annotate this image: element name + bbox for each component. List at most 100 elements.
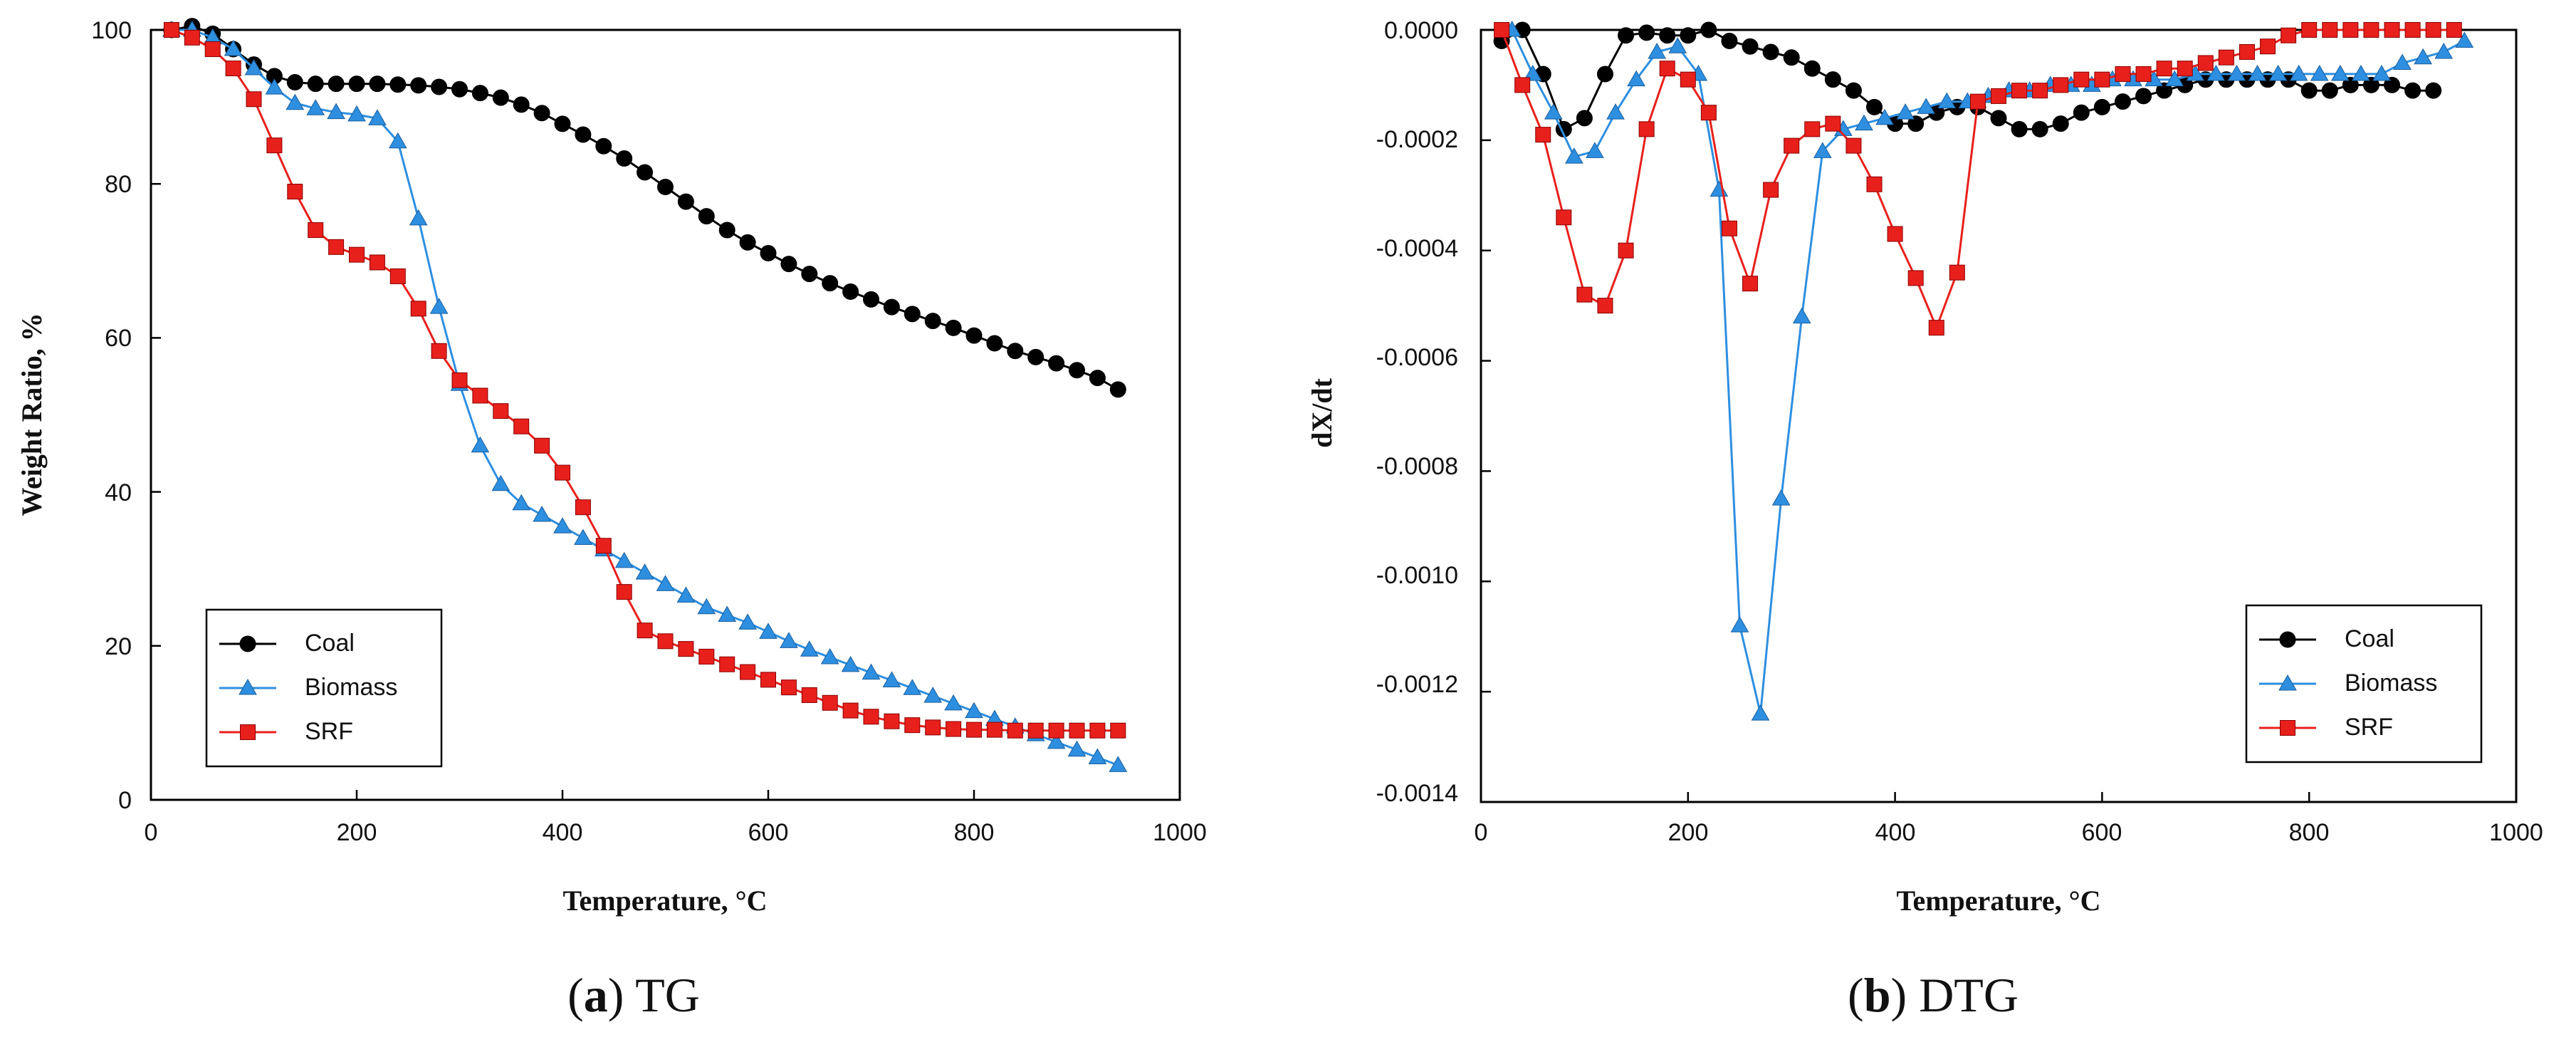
tg-point-biomass — [759, 622, 777, 639]
tg-point-coal — [1069, 362, 1085, 379]
tg-point-biomass — [388, 132, 407, 149]
tg-caption-text: TG — [635, 968, 700, 1022]
tg-point-srf — [760, 672, 776, 688]
tg-point-biomass — [286, 93, 305, 110]
tg-point-biomass — [820, 648, 839, 665]
tg-point-biomass — [903, 679, 922, 695]
tg-point-srf — [555, 464, 570, 481]
dtg-point-biomass — [1813, 142, 1832, 158]
dtg-point-biomass — [2352, 64, 2370, 81]
tg-y-tick-label: 80 — [105, 171, 132, 198]
tg-x-tick-label: 0 — [145, 819, 158, 846]
dtg-legend-markers — [2259, 631, 2316, 736]
dtg-point-srf — [2260, 38, 2276, 55]
dtg-point-biomass — [1668, 37, 1687, 53]
tg-point-srf — [389, 268, 406, 284]
dtg-y-tick-label: -0.0008 — [1376, 453, 1458, 480]
tg-point-coal — [471, 85, 488, 102]
tg-point-srf — [410, 301, 426, 317]
tg-point-srf — [513, 418, 530, 434]
tg-point-srf — [966, 721, 982, 738]
dtg-caption: (b) DTG — [1848, 968, 2019, 1022]
dtg-point-coal — [2425, 82, 2442, 99]
dtg-caption-text: DTG — [1919, 968, 2019, 1022]
tg-x-tick-label: 800 — [954, 819, 995, 846]
tg-x-tick-label: 1000 — [1153, 819, 1207, 846]
tg-point-biomass — [780, 632, 798, 648]
dtg-point-biomass — [2289, 64, 2308, 81]
dtg-x-axis: 0 200 400 600 800 1000 — [1475, 819, 2543, 846]
dtg-point-srf — [2239, 43, 2255, 60]
dtg-point-coal — [2073, 104, 2090, 121]
tg-point-srf — [740, 664, 756, 680]
tg-point-srf — [616, 584, 632, 600]
tg-y-axis-title: Weight Ratio, % — [16, 313, 48, 516]
tg-point-biomass — [306, 99, 325, 115]
tg-point-coal — [575, 126, 592, 143]
dtg-point-coal — [2156, 82, 2173, 99]
tg-point-coal — [780, 256, 797, 273]
tg-point-biomass — [1047, 732, 1066, 749]
dtg-point-biomass — [2455, 31, 2474, 48]
dtg-x-axis-title: Temperature, °C — [1896, 885, 2100, 917]
dtg-point-coal — [2404, 82, 2421, 99]
dtg-point-biomass — [1523, 64, 1542, 81]
dtg-point-biomass — [2165, 70, 2184, 87]
dtg-tick-marks — [1480, 28, 2518, 803]
tg-point-biomass — [1067, 740, 1087, 757]
dtg-point-srf — [2053, 77, 2069, 93]
dtg-point-biomass — [1771, 489, 1791, 506]
tg-legend-markers — [219, 635, 276, 740]
tg-y-tick-label: 20 — [105, 633, 132, 660]
dtg-legend: Coal Biomass SRF — [2245, 604, 2483, 764]
dtg-point-srf — [1866, 176, 1883, 192]
dtg-point-coal — [1803, 60, 1821, 77]
tg-point-srf — [863, 709, 879, 725]
tg-legend-label-srf: SRF — [305, 718, 353, 745]
tg-point-coal — [554, 115, 571, 132]
tg-point-srf — [451, 372, 468, 388]
tg-point-srf — [369, 254, 385, 271]
dtg-point-coal — [2052, 115, 2069, 132]
dtg-point-biomass — [1751, 704, 1770, 721]
dtg-point-coal — [1576, 110, 1593, 127]
dtg-point-coal — [1762, 43, 1779, 61]
tg-point-biomass — [800, 640, 819, 657]
tg-legend-marker-coal — [239, 635, 256, 652]
tg-point-coal — [842, 283, 859, 301]
dtg-point-srf — [1638, 121, 1655, 137]
tg-y-tick-label: 60 — [105, 325, 132, 352]
tg-y-tick-label: 40 — [105, 479, 132, 506]
tg-point-coal — [1089, 370, 1106, 387]
tg-point-biomass — [265, 78, 284, 95]
dtg-point-biomass — [1544, 103, 1563, 120]
dtg-point-srf — [1556, 209, 1572, 226]
tg-point-srf — [719, 656, 735, 672]
tg-point-coal — [718, 222, 735, 239]
tg-point-coal — [863, 291, 879, 308]
dtg-point-srf — [2322, 22, 2338, 38]
tg-point-coal — [286, 74, 303, 91]
tg-point-srf — [1007, 722, 1023, 739]
tg-point-coal — [616, 150, 633, 167]
tg-point-biomass — [676, 586, 696, 603]
tg-point-srf — [595, 538, 612, 554]
tg-point-biomass — [697, 598, 716, 615]
dtg-point-biomass — [2268, 64, 2288, 81]
dtg-point-srf — [2177, 61, 2193, 77]
tg-series-group — [162, 18, 1128, 772]
tg-point-biomass — [347, 105, 366, 122]
tg-point-srf — [163, 22, 179, 38]
dtg-point-biomass — [1606, 103, 1625, 120]
tg-point-biomass — [656, 575, 675, 591]
dtg-point-srf — [2135, 66, 2152, 82]
dtg-point-srf — [2425, 22, 2441, 38]
tg-point-coal — [328, 75, 345, 93]
dtg-point-biomass — [1875, 108, 1894, 125]
dtg-caption-letter: b — [1864, 968, 1891, 1022]
dtg-point-srf — [2342, 22, 2359, 38]
tg-point-srf — [986, 721, 1002, 738]
dtg-point-srf — [2073, 71, 2090, 88]
tg-point-srf — [204, 41, 221, 58]
dtg-legend-label-biomass: Biomass — [2345, 670, 2437, 697]
